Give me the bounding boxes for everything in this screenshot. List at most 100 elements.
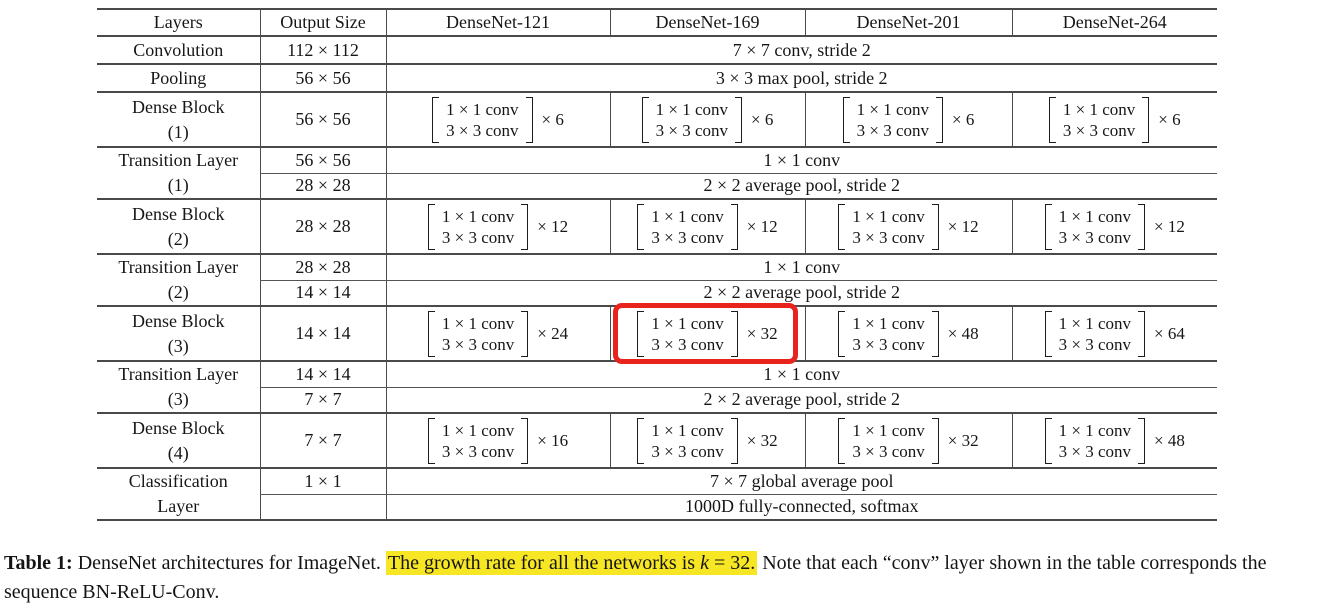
table-row-transition-3b: 7 × 7 2 × 2 average pool, stride 2	[97, 387, 1217, 414]
operation-cell: 1 × 1 conv	[385, 361, 1217, 388]
operation-cell: 1 × 1 conv	[385, 254, 1217, 281]
operation-cell: 7 × 7 global average pool	[385, 468, 1217, 495]
left-bracket-icon	[838, 310, 846, 357]
layer-name-cell: Transition Layer (1)	[97, 147, 260, 200]
repeat-multiplier: × 12	[537, 216, 569, 236]
left-bracket-icon	[1044, 203, 1052, 250]
column-header-layers: Layers	[97, 8, 260, 37]
table-row-convolution: Convolution 112 × 112 7 × 7 conv, stride…	[97, 36, 1217, 65]
output-size-cell: 56 × 56	[259, 147, 386, 174]
repeat-multiplier: × 32	[746, 430, 778, 450]
caption-tag: Table 1:	[4, 552, 73, 574]
repeat-multiplier: × 24	[537, 323, 569, 343]
left-bracket-icon	[432, 96, 440, 143]
left-bracket-icon	[838, 203, 846, 250]
operation-cell: 2 × 2 average pool, stride 2	[385, 280, 1217, 307]
output-size-cell: 14 × 14	[259, 280, 386, 307]
dense-block-spec-cell: 1 × 1 conv 3 × 3 conv × 16	[385, 413, 610, 469]
table-row-dense-block-3: Dense Block (3) 14 × 14 1 × 1 conv 3 × 3 …	[97, 303, 1217, 364]
layer-name-cell: Dense Block (3)	[97, 306, 260, 362]
table-row-classification-b: 1000D fully-connected, softmax	[97, 494, 1217, 521]
left-bracket-icon	[427, 417, 435, 464]
operation-cell: 1000D fully-connected, softmax	[385, 494, 1217, 521]
dense-block-spec-cell: 1 × 1 conv 3 × 3 conv × 24	[385, 306, 610, 362]
right-bracket-icon	[525, 96, 533, 143]
operation-cell: 3 × 3 max pool, stride 2	[385, 64, 1217, 93]
operation-cell: 2 × 2 average pool, stride 2	[385, 173, 1217, 200]
table-row-transition-1b: 28 × 28 2 × 2 average pool, stride 2	[97, 173, 1217, 200]
output-size-cell: 28 × 28	[259, 254, 386, 281]
right-bracket-icon	[1142, 96, 1150, 143]
layer-name-cell: Dense Block (1)	[97, 92, 260, 148]
right-bracket-icon	[521, 203, 529, 250]
repeat-multiplier: × 6	[541, 109, 564, 129]
left-bracket-icon	[1044, 417, 1052, 464]
output-size-cell: 7 × 7	[259, 387, 386, 414]
output-size-cell: 28 × 28	[259, 199, 386, 255]
repeat-multiplier: × 32	[947, 430, 979, 450]
right-bracket-icon	[730, 203, 738, 250]
right-bracket-icon	[730, 417, 738, 464]
table-row-transition-3a: Transition Layer (3) 14 × 14 1 × 1 conv	[97, 361, 1217, 414]
right-bracket-icon	[730, 310, 738, 357]
left-bracket-icon	[641, 96, 649, 143]
densenet-architecture-table: Layers Output Size DenseNet-121 DenseNet…	[97, 8, 1217, 521]
densenet-architecture-table-wrap: Layers Output Size DenseNet-121 DenseNet…	[97, 8, 1217, 521]
layer-name-cell: Dense Block (4)	[97, 413, 260, 469]
annotation-yellow-highlight: The growth rate for all the networks is …	[385, 551, 758, 575]
left-bracket-icon	[637, 203, 645, 250]
right-bracket-icon	[931, 203, 939, 250]
left-bracket-icon	[637, 310, 645, 357]
layer-name-cell: Transition Layer (2)	[97, 254, 260, 307]
repeat-multiplier: × 64	[1154, 323, 1185, 343]
repeat-multiplier: × 32	[746, 323, 778, 343]
right-bracket-icon	[521, 417, 529, 464]
output-size-cell-empty	[259, 494, 386, 521]
right-bracket-icon	[1138, 203, 1146, 250]
left-bracket-icon	[1048, 96, 1056, 143]
column-header-densenet-201: DenseNet-201	[804, 8, 1012, 37]
dense-block-spec-cell: 1 × 1 conv 3 × 3 conv × 48	[1011, 413, 1217, 469]
right-bracket-icon	[735, 96, 743, 143]
table-row-pooling: Pooling 56 × 56 3 × 3 max pool, stride 2	[97, 64, 1217, 93]
output-size-cell: 56 × 56	[259, 64, 386, 93]
dense-block-spec-cell: 1 × 1 conv 3 × 3 conv × 32	[609, 413, 805, 469]
table-row-transition-1a: Transition Layer (1) 56 × 56 1 × 1 conv	[97, 147, 1217, 200]
layer-name-cell: Dense Block (2)	[97, 199, 260, 255]
table-row-transition-2a: Transition Layer (2) 28 × 28 1 × 1 conv	[97, 254, 1217, 307]
dense-block-spec-cell-highlighted: 1 × 1 conv 3 × 3 conv × 32	[609, 303, 805, 364]
output-size-cell: 56 × 56	[259, 92, 386, 148]
layer-name-cell: Transition Layer (3)	[97, 361, 260, 414]
right-bracket-icon	[521, 310, 529, 357]
table-row-transition-2b: 14 × 14 2 × 2 average pool, stride 2	[97, 280, 1217, 307]
dense-block-spec-cell: 1 × 1 conv 3 × 3 conv × 6	[385, 92, 610, 148]
output-size-cell: 7 × 7	[259, 413, 386, 469]
repeat-multiplier: × 16	[537, 430, 569, 450]
dense-block-spec-cell: 1 × 1 conv 3 × 3 conv × 12	[385, 199, 610, 255]
repeat-multiplier: × 12	[1154, 216, 1185, 236]
table-row-classification-a: Classification Layer 1 × 1 7 × 7 global …	[97, 468, 1217, 521]
operation-cell: 2 × 2 average pool, stride 2	[385, 387, 1217, 414]
dense-block-spec-cell: 1 × 1 conv 3 × 3 conv × 32	[804, 413, 1012, 469]
header-row: Layers Output Size DenseNet-121 DenseNet…	[97, 8, 1217, 37]
column-header-densenet-121: DenseNet-121	[385, 8, 610, 37]
repeat-multiplier: × 6	[751, 109, 774, 129]
column-header-densenet-264: DenseNet-264	[1011, 8, 1217, 37]
repeat-multiplier: × 12	[947, 216, 979, 236]
dense-block-spec-cell: 1 × 1 conv 3 × 3 conv × 6	[804, 92, 1012, 148]
dense-block-spec-cell: 1 × 1 conv 3 × 3 conv × 6	[1011, 92, 1217, 148]
right-bracket-icon	[931, 310, 939, 357]
column-header-densenet-169: DenseNet-169	[609, 8, 805, 37]
dense-block-spec-cell: 1 × 1 conv 3 × 3 conv × 48	[804, 306, 1012, 362]
caption-text-before: DenseNet architectures for ImageNet.	[77, 552, 381, 574]
left-bracket-icon	[427, 203, 435, 250]
repeat-multiplier: × 48	[1154, 430, 1185, 450]
left-bracket-icon	[838, 417, 846, 464]
layer-name-cell: Classification Layer	[97, 468, 260, 521]
column-header-output-size: Output Size	[259, 8, 386, 37]
table-row-dense-block-1: Dense Block (1) 56 × 56 1 × 1 conv 3 × 3 …	[97, 92, 1217, 148]
output-size-cell: 14 × 14	[259, 361, 386, 388]
operation-cell: 7 × 7 conv, stride 2	[385, 36, 1217, 65]
output-size-cell: 112 × 112	[259, 36, 386, 65]
table-caption: Table 1: DenseNet architectures for Imag…	[4, 549, 1322, 607]
